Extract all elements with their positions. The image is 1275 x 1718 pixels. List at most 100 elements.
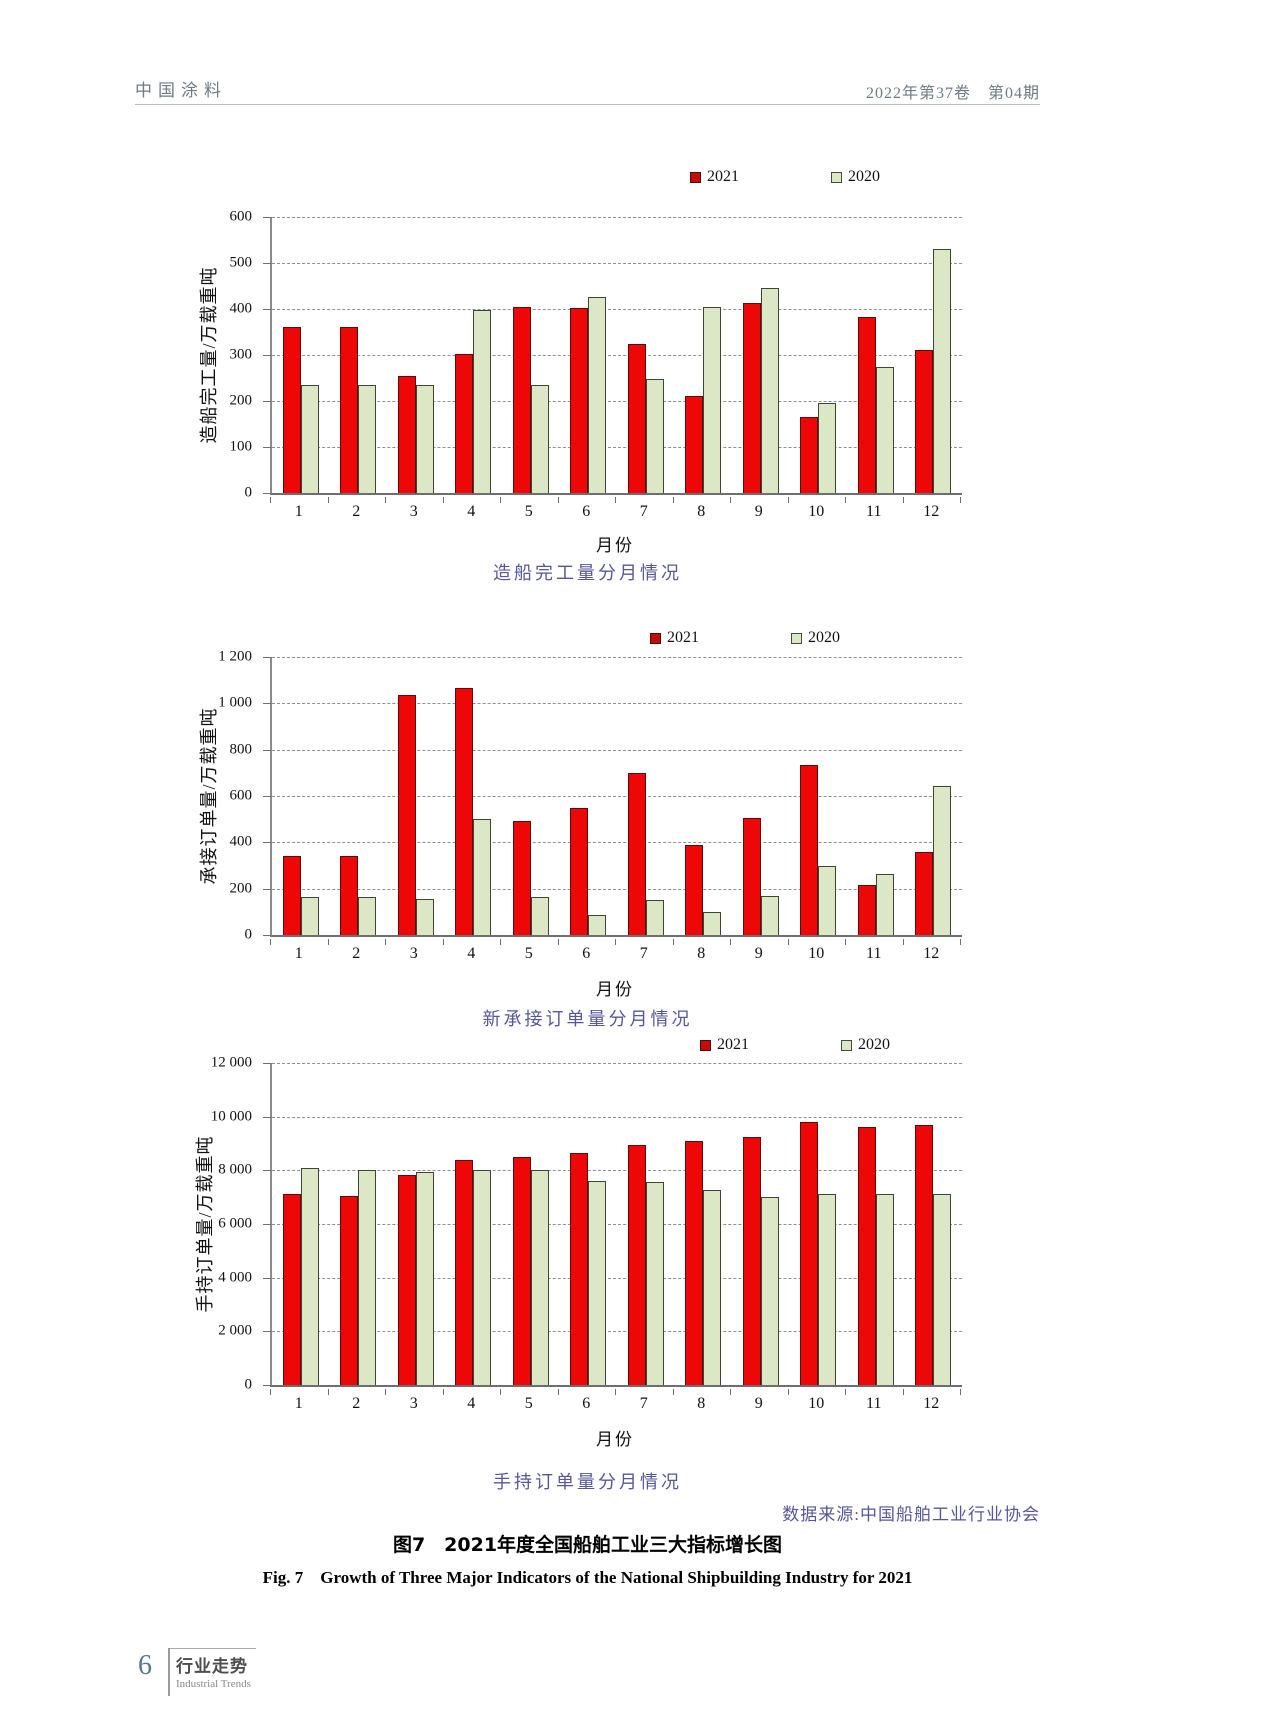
y-tick-mark — [263, 842, 271, 844]
issue-info: 2022年第37卷 第04期 — [865, 85, 1040, 102]
x-tick-label: 7 — [639, 1395, 648, 1412]
bar-2021-month-9 — [742, 303, 761, 493]
x-tick-label: 5 — [524, 1395, 533, 1412]
bar-2020-month-10 — [818, 403, 837, 493]
y-tick-label: 200 — [229, 392, 253, 409]
bar-group-month-5 — [502, 1157, 560, 1385]
chart-caption: 新承接订单量分月情况 — [482, 1009, 693, 1029]
y-tick-mark — [263, 1224, 271, 1225]
y-tick-label: 1 200 — [218, 648, 252, 665]
y-tick-mark — [263, 1063, 271, 1064]
x-tick-mark — [787, 1389, 789, 1395]
x-tick-label: 7 — [639, 503, 648, 520]
page-number: 6 — [138, 1650, 152, 1681]
x-tick-mark — [557, 497, 559, 503]
bar-2021-month-7 — [627, 343, 646, 493]
bar-2020-month-3 — [415, 1171, 434, 1385]
y-tick-label: 0 — [244, 484, 253, 501]
bar-2021-month-8 — [685, 1140, 704, 1385]
gridline — [272, 703, 962, 705]
legend-item-2021: 2021 — [700, 1036, 749, 1054]
data-source-note: 数据来源:中国船舶工业行业协会 — [782, 1505, 1040, 1524]
x-tick-mark — [902, 497, 904, 503]
gridline — [272, 401, 962, 402]
y-tick-mark — [263, 1116, 271, 1118]
x-tick-label: 7 — [639, 945, 648, 962]
figure-caption-en: Fig. 7 Growth of Three Major Indicators … — [262, 1568, 913, 1587]
bar-2021-month-11 — [857, 317, 876, 493]
bar-2021-month-10 — [800, 764, 819, 935]
bar-group-month-4 — [445, 688, 503, 935]
y-axis-ticks: 0 2 000 4 000 6 000 8 000 10 000 12 000 — [150, 1055, 262, 1393]
x-tick-mark — [730, 939, 731, 945]
gridline — [272, 657, 962, 658]
gridline — [272, 749, 962, 751]
bar-2021-month-6 — [570, 1152, 589, 1385]
y-tick-label: 600 — [229, 208, 253, 225]
x-tick-label: 8 — [697, 503, 706, 520]
x-tick-mark — [327, 939, 329, 945]
bar-2020-month-8 — [703, 911, 722, 935]
bar-2021-month-4 — [455, 688, 474, 935]
bar-2021-month-2 — [340, 1195, 359, 1385]
bar-2021-month-12 — [915, 350, 934, 493]
footer-rule — [170, 1648, 256, 1649]
y-tick-label: 6 000 — [218, 1215, 252, 1232]
bar-group-month-9 — [732, 1136, 790, 1385]
x-tick-label: 4 — [467, 503, 476, 520]
x-tick-label: 6 — [582, 503, 591, 520]
x-tick-label: 8 — [697, 945, 706, 962]
chart-legend: 2021 2020 — [650, 629, 840, 647]
x-tick-mark — [902, 1389, 904, 1395]
bar-group-month-5 — [502, 306, 560, 493]
y-tick-label: 1 000 — [218, 694, 252, 711]
x-tick-mark — [385, 939, 386, 945]
x-tick-mark — [327, 497, 329, 503]
legend-item-2020: 2020 — [791, 629, 840, 647]
x-tick-mark — [270, 939, 271, 945]
bar-group-month-11 — [847, 317, 905, 493]
y-tick-mark — [263, 309, 271, 310]
legend-item-2020: 2020 — [841, 1036, 890, 1054]
bar-group-month-12 — [905, 1124, 963, 1385]
x-tick-mark — [500, 497, 501, 503]
x-tick-label: 12 — [923, 945, 940, 962]
bar-2020-month-1 — [300, 896, 319, 935]
bar-2021-month-5 — [512, 306, 531, 493]
y-tick-mark — [263, 493, 271, 494]
bar-group-month-2 — [330, 327, 388, 493]
y-tick-mark — [263, 703, 271, 705]
bar-2021-month-7 — [627, 1144, 646, 1385]
x-tick-label: 3 — [409, 1395, 418, 1412]
bar-group-month-7 — [617, 772, 675, 935]
x-tick-mark — [960, 497, 961, 503]
x-tick-label: 10 — [808, 945, 825, 962]
x-tick-label: 6 — [582, 1395, 591, 1412]
y-tick-mark — [263, 657, 271, 658]
footer-section-title: 行业走势 — [176, 1657, 248, 1677]
bar-group-month-2 — [330, 1170, 388, 1385]
bar-2020-month-4 — [473, 309, 492, 493]
bar-2020-month-3 — [415, 384, 434, 493]
x-tick-label: 9 — [754, 503, 763, 520]
x-tick-mark — [787, 497, 789, 503]
y-tick-label: 12 000 — [210, 1054, 252, 1071]
y-tick-mark — [263, 796, 271, 797]
bar-2021-month-3 — [397, 1175, 416, 1385]
x-tick-mark — [902, 939, 904, 945]
x-tick-mark — [672, 497, 674, 503]
legend-item-2021: 2021 — [690, 168, 739, 186]
y-tick-mark — [263, 1385, 271, 1386]
legend-2021-swatch-icon — [650, 632, 661, 644]
bar-2021-month-11 — [857, 1127, 876, 1385]
bar-group-month-6 — [560, 296, 618, 493]
x-tick-label: 1 — [294, 503, 303, 520]
legend-2021-label: 2021 — [667, 629, 699, 646]
x-tick-label: 11 — [866, 945, 882, 962]
x-tick-mark — [845, 1389, 846, 1395]
legend-2020-swatch-icon — [791, 632, 802, 644]
bar-2021-month-10 — [800, 1122, 819, 1385]
bar-group-month-9 — [732, 288, 790, 493]
bar-group-month-5 — [502, 821, 560, 935]
y-tick-label: 4 000 — [218, 1269, 252, 1286]
